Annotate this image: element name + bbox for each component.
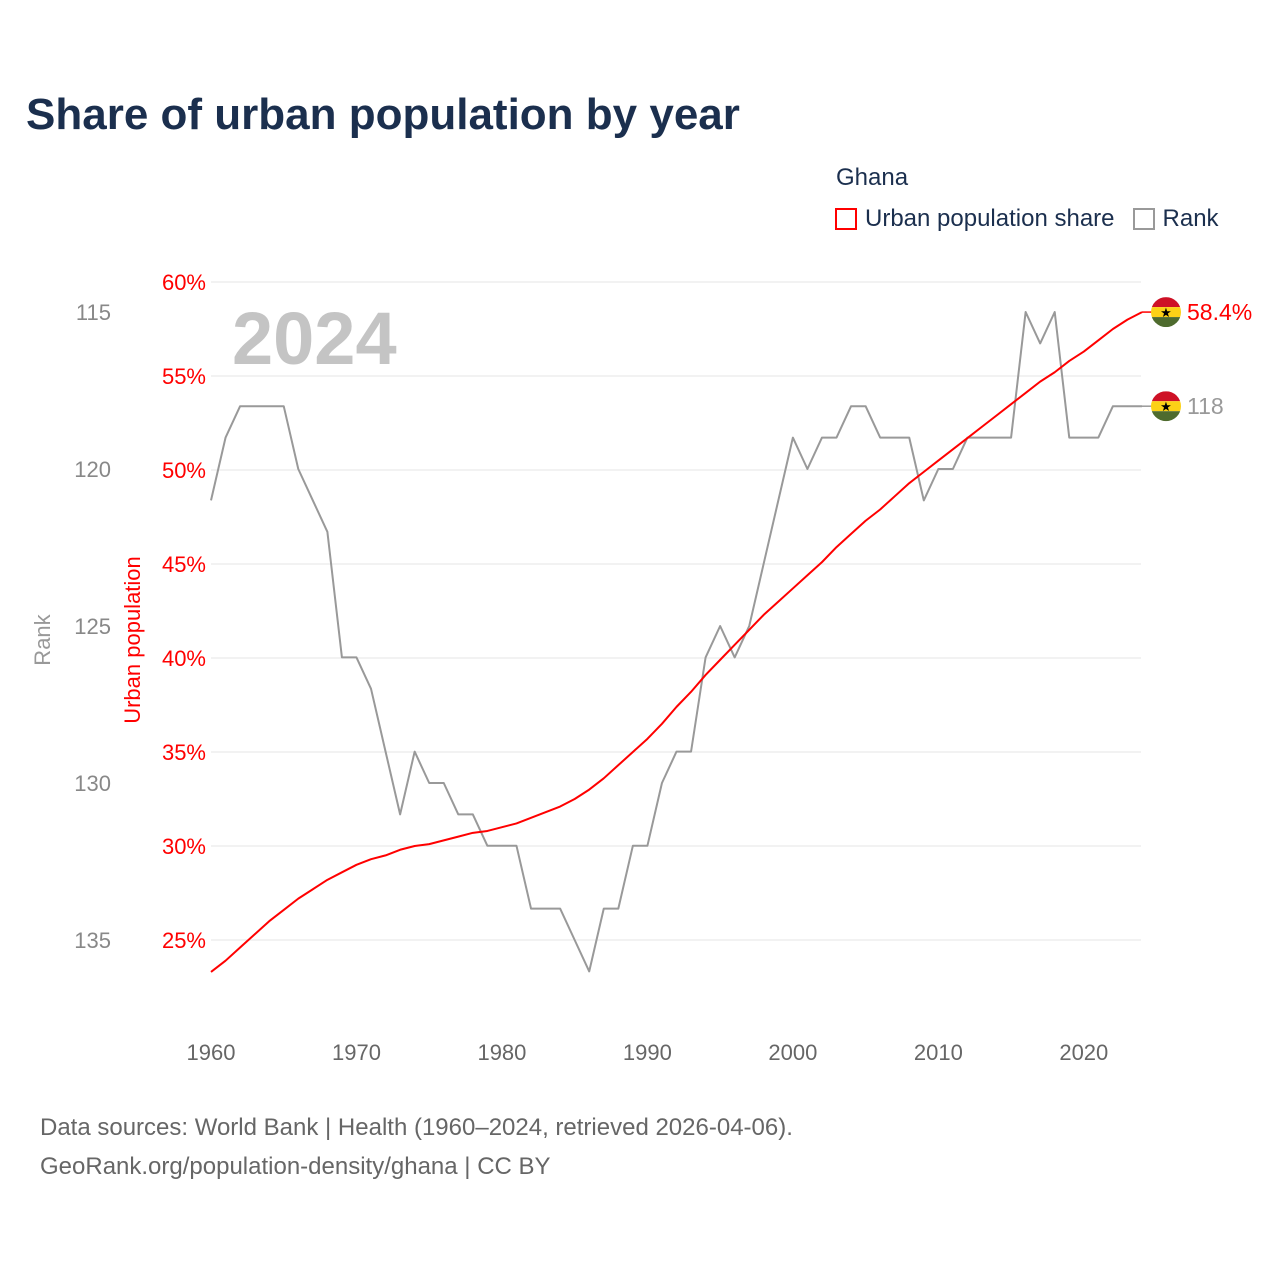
svg-text:★: ★ [1160,305,1172,320]
y-tick-label: 35% [162,740,206,765]
y-axis-title: Urban population [120,556,145,724]
legend-item-urban-share[interactable]: Urban population share [835,205,1115,233]
y2-tick-label: 125 [74,614,111,639]
ghana-flag-icon-rank: ★ [1151,391,1181,422]
y-tick-label: 50% [162,458,206,483]
y-tick-label: 60% [162,270,206,295]
footer: Data sources: World Bank | Health (1960–… [40,1108,793,1186]
legend-swatch-rank [1132,208,1155,230]
source-link[interactable]: GeoRank.org/population-density/ghana | C… [40,1153,551,1180]
y2-axis-title: Rank [30,613,55,665]
legend-label: Urban population share [865,205,1115,232]
y-tick-label: 40% [162,646,206,671]
y2-tick-label: 120 [74,457,111,482]
data-source-note: Data sources: World Bank | Health (1960–… [40,1114,793,1141]
legend-swatch-urban-share [835,208,857,230]
y-tick-label: 30% [162,834,206,859]
y-tick-label: 25% [162,928,206,953]
urban-end-label: 58.4% [1187,299,1252,325]
rank-end-label: 118 [1187,393,1224,419]
x-tick-label: 2010 [914,1040,963,1065]
x-tick-label: 2020 [1059,1040,1108,1065]
x-tick-label: 1960 [187,1040,236,1065]
x-tick-label: 2000 [768,1040,817,1065]
year-watermark: 2024 [232,297,397,380]
x-tick-label: 1990 [623,1040,672,1065]
y-tick-label: 55% [162,364,206,389]
y2-tick-label: 115 [76,300,111,325]
y-tick-label: 45% [162,552,206,577]
svg-text:★: ★ [1160,399,1172,414]
ghana-flag-icon: ★ [1151,297,1181,328]
y2-tick-label: 130 [74,771,111,796]
chart-title: Share of urban population by year [26,90,740,139]
legend-label: Rank [1162,205,1219,232]
legend-item-rank[interactable]: Rank [1132,205,1219,233]
x-tick-label: 1970 [332,1040,381,1065]
urban-share-line [210,311,1143,973]
legend-title: Ghana [836,164,909,191]
y2-tick-label: 135 [74,928,111,953]
legend: Urban population share Rank [835,205,1237,233]
x-tick-label: 1980 [477,1040,526,1065]
